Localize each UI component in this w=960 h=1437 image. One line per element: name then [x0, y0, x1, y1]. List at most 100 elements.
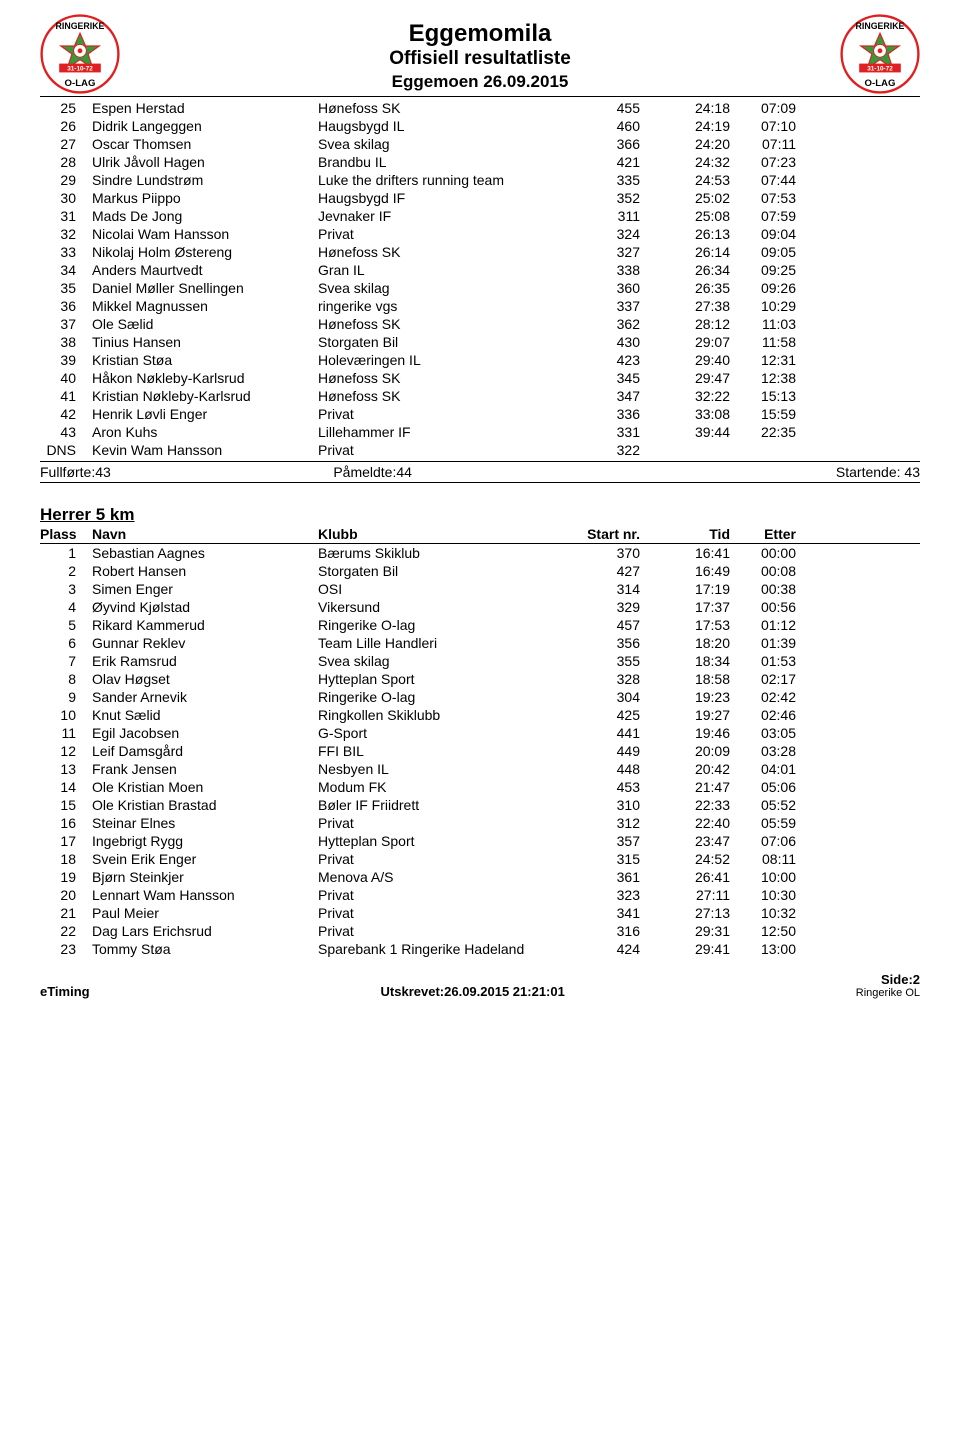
cell-place: 32 — [40, 226, 86, 242]
cell-name: Gunnar Reklev — [92, 635, 312, 651]
cell-etter: 01:12 — [736, 617, 796, 633]
cell-tid: 26:35 — [660, 280, 730, 296]
cell-tid: 17:19 — [660, 581, 730, 597]
result-row: 1 Sebastian Aagnes Bærums Skiklub 370 16… — [40, 544, 920, 562]
cell-etter: 03:05 — [736, 725, 796, 741]
cell-place: 27 — [40, 136, 86, 152]
cell-place: 17 — [40, 833, 86, 849]
club-logo-left: RINGERIKE 31-10-72 O-LAG — [40, 14, 120, 94]
cell-startnr: 311 — [584, 208, 654, 224]
cell-club: Privat — [318, 851, 578, 867]
cell-name: Robert Hansen — [92, 563, 312, 579]
header-titles: Eggemomila Offisiell resultatliste Eggem… — [389, 20, 571, 92]
cell-startnr: 430 — [584, 334, 654, 350]
result-row: 27 Oscar Thomsen Svea skilag 366 24:20 0… — [40, 135, 920, 153]
result-row: 16 Steinar Elnes Privat 312 22:40 05:59 — [40, 814, 920, 832]
cell-club: Hønefoss SK — [318, 244, 578, 260]
cell-tid: 24:32 — [660, 154, 730, 170]
cell-etter: 08:11 — [736, 851, 796, 867]
cell-etter: 05:06 — [736, 779, 796, 795]
cell-club: Haugsbygd IF — [318, 190, 578, 206]
cell-startnr: 328 — [584, 671, 654, 687]
cell-name: Markus Piippo — [92, 190, 312, 206]
cell-startnr: 424 — [584, 941, 654, 957]
cell-startnr: 455 — [584, 100, 654, 116]
result-row: 40 Håkon Nøkleby-Karlsrud Hønefoss SK 34… — [40, 369, 920, 387]
cell-place: 9 — [40, 689, 86, 705]
footer-timestamp: Utskrevet:26.09.2015 21:21:01 — [381, 984, 565, 999]
result-row: 12 Leif Damsgård FFI BIL 449 20:09 03:28 — [40, 742, 920, 760]
cell-club: Privat — [318, 905, 578, 921]
event-subtitle: Offisiell resultatliste — [389, 48, 571, 70]
cell-etter: 02:46 — [736, 707, 796, 723]
cell-place: 34 — [40, 262, 86, 278]
cell-name: Lennart Wam Hansson — [92, 887, 312, 903]
result-row: 25 Espen Herstad Hønefoss SK 455 24:18 0… — [40, 99, 920, 117]
cell-startnr: 347 — [584, 388, 654, 404]
result-row: 8 Olav Høgset Hytteplan Sport 328 18:58 … — [40, 670, 920, 688]
cell-place: 21 — [40, 905, 86, 921]
cell-tid: 28:12 — [660, 316, 730, 332]
col-startnr: Start nr. — [584, 526, 654, 542]
cell-etter: 04:01 — [736, 761, 796, 777]
cell-etter: 07:59 — [736, 208, 796, 224]
cell-club: Storgaten Bil — [318, 334, 578, 350]
cell-etter: 02:42 — [736, 689, 796, 705]
result-row: 20 Lennart Wam Hansson Privat 323 27:11 … — [40, 886, 920, 904]
cell-etter: 02:17 — [736, 671, 796, 687]
cell-club: Hønefoss SK — [318, 316, 578, 332]
cell-tid: 26:13 — [660, 226, 730, 242]
result-row: 6 Gunnar Reklev Team Lille Handleri 356 … — [40, 634, 920, 652]
cell-tid: 26:41 — [660, 869, 730, 885]
cell-place: 31 — [40, 208, 86, 224]
cell-place: DNS — [40, 442, 86, 458]
cell-name: Espen Herstad — [92, 100, 312, 116]
cell-tid: 19:23 — [660, 689, 730, 705]
result-row: 41 Kristian Nøkleby-Karlsrud Hønefoss SK… — [40, 387, 920, 405]
cell-place: 16 — [40, 815, 86, 831]
svg-text:31-10-72: 31-10-72 — [67, 65, 93, 72]
cell-startnr: 448 — [584, 761, 654, 777]
result-row: 14 Ole Kristian Moen Modum FK 453 21:47 … — [40, 778, 920, 796]
col-etter: Etter — [736, 526, 796, 542]
cell-etter: 09:25 — [736, 262, 796, 278]
cell-place: 33 — [40, 244, 86, 260]
cell-place: 40 — [40, 370, 86, 386]
cell-startnr: 323 — [584, 887, 654, 903]
cell-etter: 12:50 — [736, 923, 796, 939]
footer-page: Side:2 — [856, 972, 920, 987]
cell-place: 43 — [40, 424, 86, 440]
cell-startnr: 345 — [584, 370, 654, 386]
result-row: 23 Tommy Støa Sparebank 1 Ringerike Hade… — [40, 940, 920, 958]
cell-place: 4 — [40, 599, 86, 615]
cell-etter: 00:38 — [736, 581, 796, 597]
cell-club: ringerike vgs — [318, 298, 578, 314]
cell-place: 7 — [40, 653, 86, 669]
cell-name: Svein Erik Enger — [92, 851, 312, 867]
cell-tid: 29:07 — [660, 334, 730, 350]
cell-name: Ole Kristian Brastad — [92, 797, 312, 813]
cell-club: Haugsbygd IL — [318, 118, 578, 134]
cell-startnr: 361 — [584, 869, 654, 885]
cell-place: 22 — [40, 923, 86, 939]
result-row: 19 Bjørn Steinkjer Menova A/S 361 26:41 … — [40, 868, 920, 886]
cell-name: Olav Høgset — [92, 671, 312, 687]
cell-name: Øyvind Kjølstad — [92, 599, 312, 615]
cell-tid: 27:11 — [660, 887, 730, 903]
cell-tid: 26:14 — [660, 244, 730, 260]
result-row: 13 Frank Jensen Nesbyen IL 448 20:42 04:… — [40, 760, 920, 778]
cell-club: Gran IL — [318, 262, 578, 278]
cell-startnr: 427 — [584, 563, 654, 579]
result-row: 28 Ulrik Jåvoll Hagen Brandbu IL 421 24:… — [40, 153, 920, 171]
cell-place: 20 — [40, 887, 86, 903]
cell-tid: 16:49 — [660, 563, 730, 579]
result-row: 3 Simen Enger OSI 314 17:19 00:38 — [40, 580, 920, 598]
cell-tid: 39:44 — [660, 424, 730, 440]
cell-etter: 22:35 — [736, 424, 796, 440]
cell-startnr: 329 — [584, 599, 654, 615]
cell-name: Nicolai Wam Hansson — [92, 226, 312, 242]
svg-text:RINGERIKE: RINGERIKE — [856, 21, 905, 31]
result-row: 38 Tinius Hansen Storgaten Bil 430 29:07… — [40, 333, 920, 351]
cell-place: 11 — [40, 725, 86, 741]
cell-name: Tinius Hansen — [92, 334, 312, 350]
